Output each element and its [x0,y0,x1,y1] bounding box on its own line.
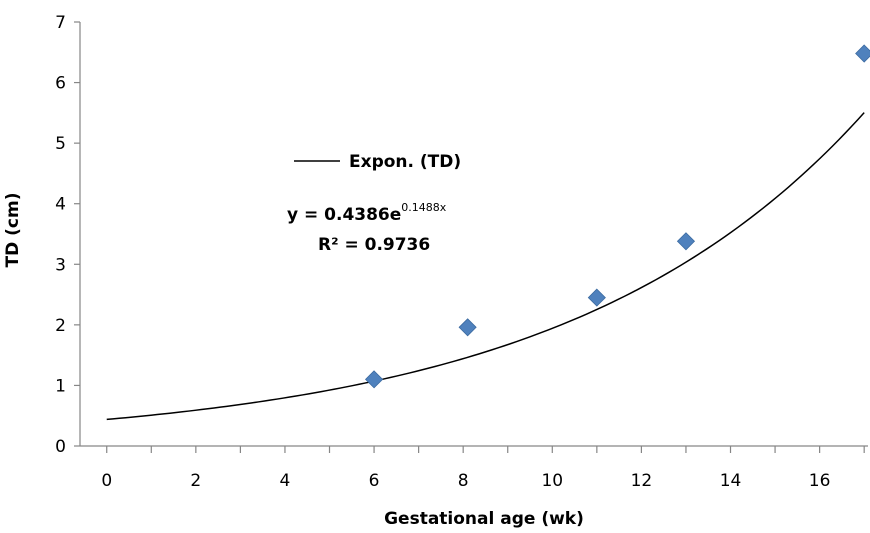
legend: Expon. (TD) [294,152,461,172]
y-tick-label: 2 [55,316,66,336]
r-squared: R² = 0.9736 [318,235,430,255]
data-points [365,44,870,389]
y-tick-label: 0 [55,437,66,457]
y-tick-label: 5 [55,134,66,154]
x-tick-label: 6 [369,471,380,491]
legend-label: Expon. (TD) [349,152,461,172]
y-tick-label: 4 [55,195,66,215]
x-tick-label: 8 [458,471,469,491]
y-axis-title: TD (cm) [3,193,23,268]
y-tick-label: 3 [55,255,66,275]
x-tick-label: 10 [541,471,563,491]
equation-base: y = 0.4386e [287,205,401,225]
data-point-diamond [855,44,870,63]
x-tick-label: 2 [190,471,201,491]
trendline [106,112,865,421]
data-point-diamond [676,232,696,251]
y-tick-label: 7 [55,13,66,33]
x-tick-label: 12 [631,471,653,491]
x-tick-label: 14 [720,471,742,491]
x-axis-title: Gestational age (wk) [384,509,584,529]
x-tick-label: 16 [809,471,831,491]
equation-exponent: 0.1488x [401,201,446,214]
data-point-diamond [458,318,477,337]
y-tick-label: 1 [55,376,66,396]
x-tick-label: 4 [280,471,291,491]
y-ticks: 0 1 2 3 4 5 6 7 [55,13,80,457]
svg-text:y = 0.4386e0.1488x: y = 0.4386e0.1488x [287,201,447,225]
x-tick-label: 0 [101,471,112,491]
trendline-equation: y = 0.4386e0.1488x R² = 0.9736 [287,201,447,255]
x-ticks: 0 2 4 6 8 10 12 14 16 [101,446,865,491]
data-point-diamond [587,288,606,307]
y-tick-label: 6 [55,74,66,94]
data-point-diamond [365,370,384,389]
